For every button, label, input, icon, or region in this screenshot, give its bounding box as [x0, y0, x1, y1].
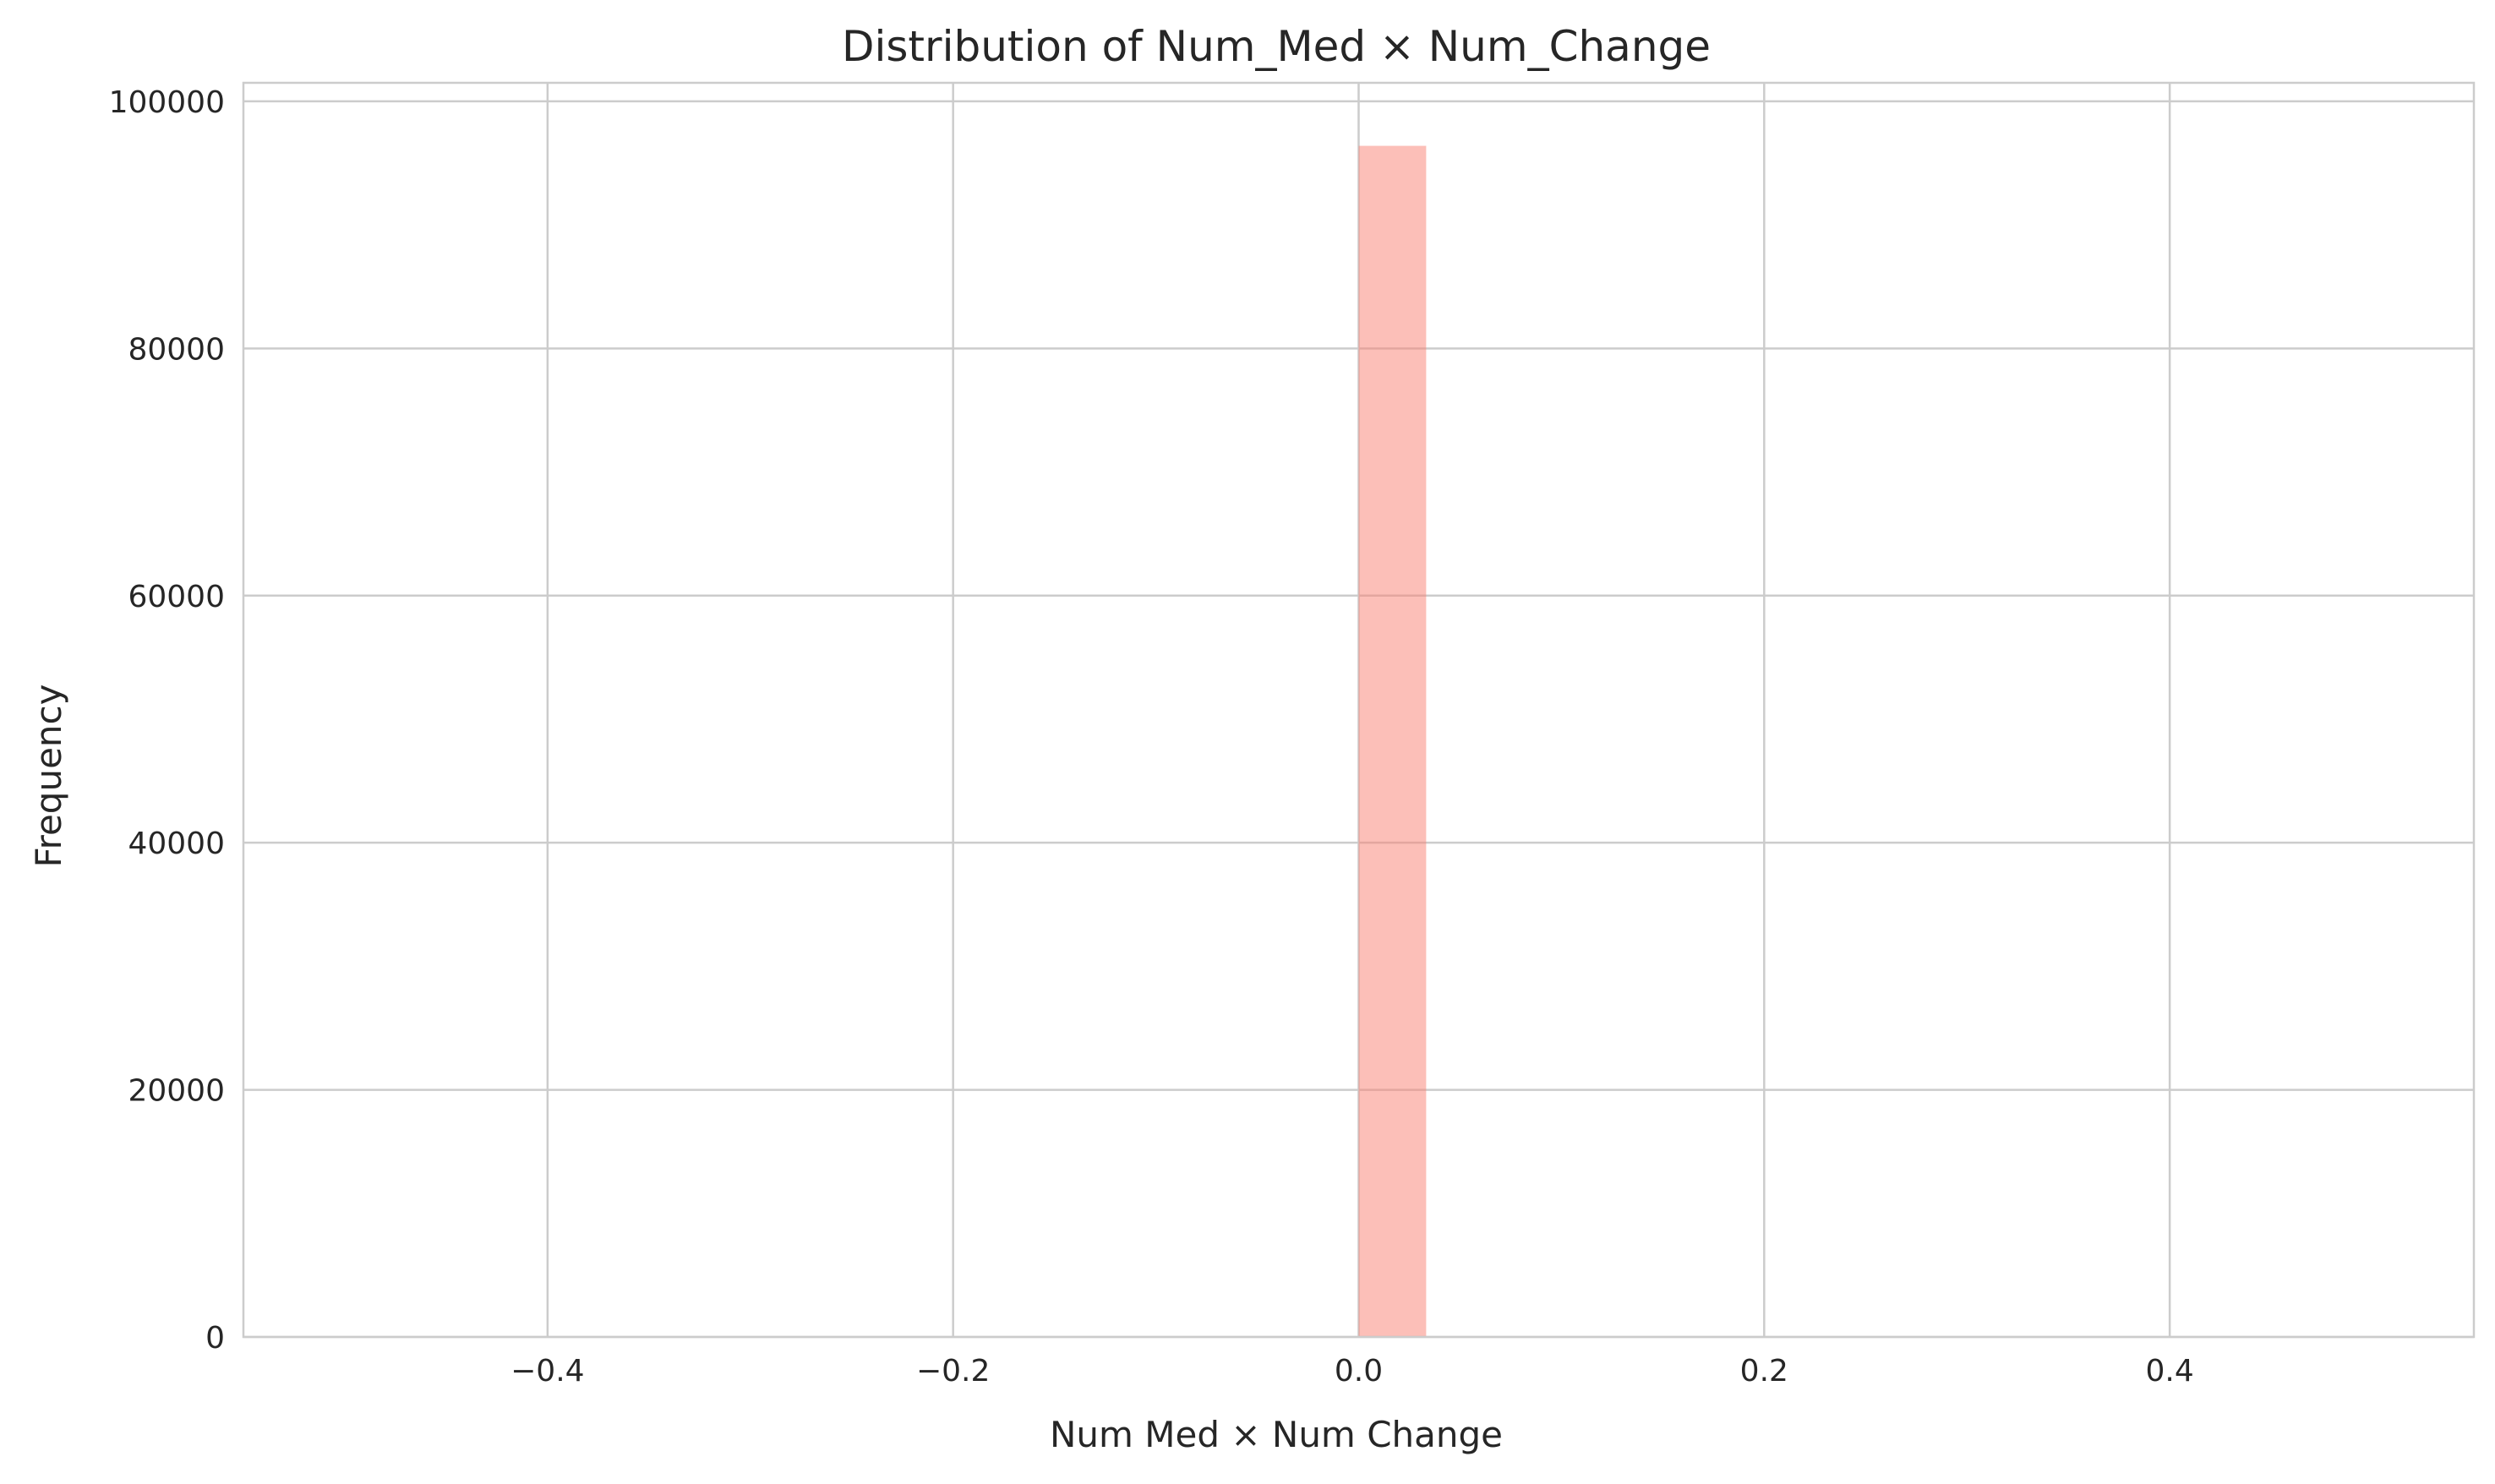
y-tick-label: 20000 — [128, 1074, 225, 1109]
x-tick-label: 0.4 — [2146, 1354, 2194, 1389]
x-axis-label: Num Med × Num Change — [1050, 1414, 1503, 1455]
chart-title: Distribution of Num_Med × Num_Change — [842, 22, 1711, 71]
histogram-bar — [1358, 145, 1427, 1337]
x-tick-label: 0.0 — [1335, 1354, 1383, 1389]
y-tick-label: 80000 — [128, 332, 225, 367]
x-tick-labels: −0.4 −0.2 0.0 0.2 0.4 — [510, 1354, 2194, 1389]
bars — [1358, 145, 1427, 1337]
y-tick-label: 60000 — [128, 580, 225, 614]
x-tick-label: −0.4 — [510, 1354, 584, 1389]
plot-frame — [242, 81, 2476, 1339]
y-tick-label: 0 — [205, 1321, 225, 1356]
x-tick-label: 0.2 — [1740, 1354, 1788, 1389]
y-axis-label: Frequency — [28, 685, 69, 868]
y-tick-labels: 0 20000 40000 60000 80000 100000 — [109, 85, 225, 1356]
y-tick-label: 40000 — [128, 827, 225, 861]
x-tick-label: −0.2 — [916, 1354, 990, 1389]
y-tick-label: 100000 — [109, 85, 225, 120]
